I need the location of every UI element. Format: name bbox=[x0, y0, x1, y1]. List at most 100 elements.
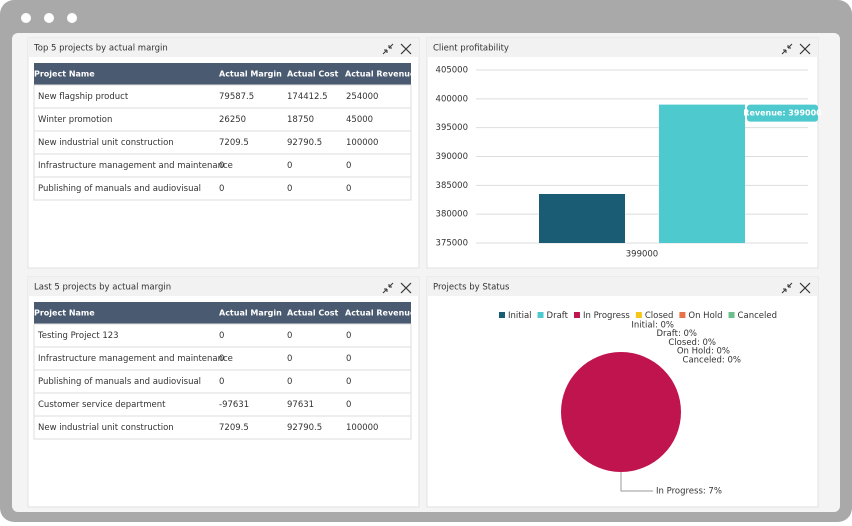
slice-label: Draft: 0% bbox=[657, 329, 697, 339]
table-cell: 7209.5 bbox=[219, 138, 249, 148]
table-cell: 0 bbox=[219, 161, 224, 171]
legend-label: In Progress bbox=[583, 311, 630, 321]
slice-label: Initial: 0% bbox=[631, 321, 674, 331]
y-tick-label: 400000 bbox=[436, 94, 468, 104]
table-cell: Infrastructure management and maintenanc… bbox=[38, 354, 233, 364]
table-cell: 254000 bbox=[346, 92, 378, 102]
y-tick-label: 375000 bbox=[436, 239, 468, 249]
table-cell: Customer service department bbox=[38, 400, 166, 410]
table-cell: 97631 bbox=[287, 400, 314, 410]
collapse-icon[interactable] bbox=[382, 43, 394, 55]
panel-header bbox=[427, 277, 818, 296]
window-dot bbox=[44, 13, 54, 23]
column-header: Actual Margin bbox=[219, 309, 282, 318]
table-cell: 0 bbox=[346, 331, 351, 341]
table-cell: -97631 bbox=[219, 400, 249, 410]
table-cell: 0 bbox=[287, 354, 292, 364]
table-cell: 100000 bbox=[346, 138, 378, 148]
tooltip-text: Revenue: 399000 bbox=[743, 109, 822, 118]
table-cell: Testing Project 123 bbox=[37, 331, 119, 341]
table-cell: 0 bbox=[346, 184, 351, 194]
close-icon[interactable] bbox=[400, 282, 412, 294]
panel-title: Top 5 projects by actual margin bbox=[33, 44, 168, 54]
table-cell: 0 bbox=[346, 400, 351, 410]
table-cell: Publishing of manuals and audiovisual bbox=[38, 184, 201, 194]
legend-label: Canceled bbox=[738, 311, 777, 321]
window-dot bbox=[67, 13, 77, 23]
collapse-icon[interactable] bbox=[781, 43, 793, 55]
label-connector bbox=[620, 472, 653, 492]
legend-marker bbox=[679, 312, 686, 318]
column-header: Project Name bbox=[34, 309, 95, 318]
close-icon[interactable] bbox=[400, 43, 412, 55]
legend-marker bbox=[499, 312, 505, 318]
table-cell: 0 bbox=[346, 377, 351, 387]
close-icon[interactable] bbox=[799, 43, 811, 55]
slice-label: On Hold: 0% bbox=[677, 347, 730, 357]
table-cell: 0 bbox=[219, 184, 224, 194]
collapse-icon[interactable] bbox=[781, 282, 793, 294]
panel-header bbox=[28, 38, 419, 57]
table-cell: 100000 bbox=[346, 423, 378, 433]
legend-label: Initial bbox=[508, 311, 532, 321]
x-tick-label: 399000 bbox=[626, 250, 658, 260]
column-header: Actual Revenue bbox=[345, 309, 416, 318]
tooltip bbox=[747, 104, 818, 122]
column-header: Actual Revenue bbox=[345, 70, 416, 79]
bar bbox=[539, 193, 625, 243]
legend-marker bbox=[635, 312, 642, 318]
table-cell: 7209.5 bbox=[219, 423, 249, 433]
table-cell: 92790.5 bbox=[287, 138, 322, 148]
table-cell: 79587.5 bbox=[219, 92, 254, 102]
table-cell: 0 bbox=[219, 377, 224, 387]
column-header: Actual Margin bbox=[219, 70, 282, 79]
y-tick-label: 405000 bbox=[436, 66, 468, 76]
table-cell: 0 bbox=[219, 331, 224, 341]
legend-marker bbox=[537, 312, 544, 318]
table-cell: Infrastructure management and maintenanc… bbox=[38, 161, 233, 171]
close-icon[interactable] bbox=[799, 282, 811, 294]
panel-title: Projects by Status bbox=[433, 283, 510, 293]
table-header bbox=[34, 63, 411, 85]
table-row bbox=[33, 415, 412, 440]
slice-label: Canceled: 0% bbox=[683, 355, 741, 365]
panel-title: Last 5 projects by actual margin bbox=[34, 283, 171, 293]
table-header bbox=[34, 302, 411, 324]
table-cell: Publishing of manuals and audiovisual bbox=[38, 377, 201, 387]
legend-marker bbox=[573, 312, 580, 318]
panel-header bbox=[427, 38, 818, 57]
table-cell: 0 bbox=[287, 331, 292, 341]
collapse-icon[interactable] bbox=[382, 282, 394, 294]
table-cell: New industrial unit construction bbox=[38, 138, 174, 148]
legend-marker bbox=[728, 312, 735, 318]
pie-slice bbox=[561, 352, 681, 472]
table-cell: New industrial unit construction bbox=[38, 423, 174, 433]
table-cell: 0 bbox=[287, 161, 292, 171]
bar bbox=[659, 104, 745, 243]
panel-header bbox=[28, 277, 419, 296]
table-cell: 0 bbox=[346, 161, 351, 171]
table-cell: New flagship product bbox=[38, 92, 129, 102]
table-row bbox=[33, 176, 412, 201]
column-header: Actual Cost bbox=[287, 70, 339, 79]
table-cell: 0 bbox=[219, 354, 224, 364]
window-dot bbox=[21, 13, 31, 23]
slice-label: In Progress: 7% bbox=[656, 487, 722, 497]
legend-label: Closed bbox=[645, 311, 674, 321]
table-cell: Winter promotion bbox=[38, 115, 112, 125]
table-cell: 92790.5 bbox=[287, 423, 322, 433]
slice-label: Closed: 0% bbox=[668, 338, 716, 348]
table-cell: 0 bbox=[287, 184, 292, 194]
column-header: Actual Cost bbox=[287, 309, 339, 318]
column-header: Project Name bbox=[34, 70, 95, 79]
table-cell: 174412.5 bbox=[287, 92, 328, 102]
table-cell: 45000 bbox=[346, 115, 373, 125]
legend-label: Draft bbox=[547, 311, 569, 321]
y-tick-label: 390000 bbox=[436, 152, 468, 162]
legend-label: On Hold bbox=[688, 311, 722, 321]
table-cell: 0 bbox=[346, 354, 351, 364]
panel-title: Client profitability bbox=[433, 44, 509, 54]
y-tick-label: 395000 bbox=[436, 123, 468, 133]
y-tick-label: 385000 bbox=[436, 181, 468, 191]
